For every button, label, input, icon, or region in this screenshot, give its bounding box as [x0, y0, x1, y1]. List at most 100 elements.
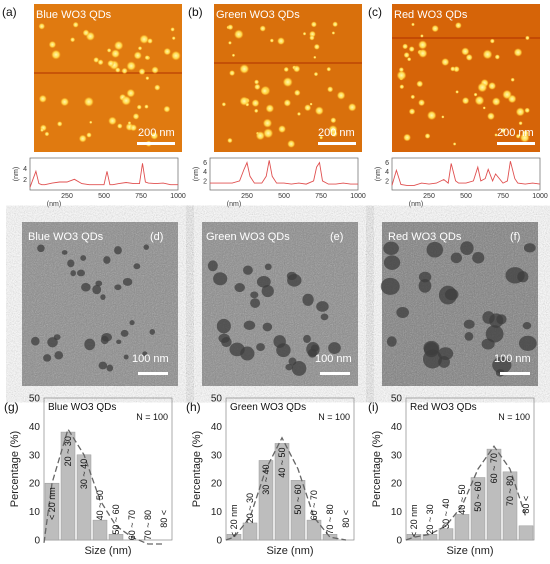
afm-particle [441, 115, 445, 119]
x-tick-label: 750 [315, 193, 327, 200]
tem-particle [31, 336, 40, 346]
afm-particle [309, 102, 313, 106]
afm-particle [411, 22, 415, 27]
afm-particle [265, 104, 275, 113]
tem-particle [261, 285, 274, 298]
afm-particle [332, 21, 338, 28]
afm-particle [309, 35, 315, 41]
tem-particle [262, 322, 273, 332]
afm-particle [221, 102, 227, 107]
afm-particle [488, 81, 497, 90]
afm-image-c [392, 4, 540, 152]
afm-particle [269, 38, 274, 43]
tem-particle [54, 351, 64, 360]
histogram-chart-i: < 20 nm 20 ~ 30 30 ~ 40 40 ~ 50 50 ~ 60 60 ~ … [371, 394, 535, 557]
afm-particle [519, 132, 530, 143]
fit-curve [225, 436, 347, 541]
histogram-bar [454, 514, 470, 541]
tem-particle [229, 342, 245, 357]
afm-particle [494, 54, 500, 60]
afm-particle [151, 66, 159, 74]
afm-particle [163, 105, 171, 113]
afm-particle [145, 76, 150, 81]
tem-particle [380, 277, 400, 295]
scale-bar-c [497, 142, 535, 145]
afm-particle [121, 67, 128, 74]
category-label: 50 ~ 60 [473, 482, 483, 512]
afm-particle [255, 131, 265, 141]
afm-particle [126, 61, 136, 71]
afm-particle [260, 86, 269, 95]
afm-particle [111, 49, 120, 59]
x-axis-label: Size (nm) [266, 545, 313, 557]
afm-particle [518, 121, 523, 126]
y-tick-label: 30 [211, 450, 223, 461]
tem-title-e: Green WO3 QDs [206, 231, 290, 243]
tem-particle [424, 342, 439, 358]
category-label: 30 ~ 40 [261, 464, 271, 494]
x-tick-label: 500 [98, 193, 110, 200]
histogram-bar [486, 448, 502, 541]
histogram-bar [518, 525, 534, 541]
scale-bar-a [137, 142, 175, 145]
afm-particle [38, 94, 47, 103]
tem-particle [142, 351, 148, 357]
afm-particle [331, 31, 336, 35]
afm-particle [418, 99, 426, 107]
tem-particle [383, 255, 401, 270]
afm-particle [513, 48, 523, 57]
tem-particle [81, 282, 91, 292]
profile-series-line [391, 161, 541, 186]
tem-scale-label-e: 100 nm [315, 353, 352, 365]
profile-frame [209, 157, 359, 191]
histogram-chart-g: < 20 nm 20 ~ 30 30 ~ 40 40 ~ 50 50 ~ 60 60 ~ … [9, 394, 173, 557]
afm-particle [93, 57, 100, 63]
afm-image-a [34, 4, 182, 152]
afm-particle [259, 25, 266, 32]
tem-particle [505, 267, 525, 284]
tem-particle [61, 250, 68, 255]
afm-particle [239, 64, 250, 74]
y-axis-label: Percentage (%) [371, 431, 383, 507]
afm-particle [154, 84, 161, 91]
afm-particle [420, 34, 424, 38]
afm-particle [51, 49, 61, 60]
panel-letter-a: (a) [2, 5, 17, 19]
afm-particle [418, 40, 428, 50]
tem-particle [67, 259, 75, 268]
afm-particle [487, 112, 495, 121]
afm-row: (a) Blue WO3 QDs 200 nm (b) Green WO3 QD… [2, 4, 540, 152]
afm-particle [78, 134, 87, 143]
y-tick-label: 50 [211, 394, 223, 405]
afm-particle [418, 48, 428, 58]
panel-letter-d: (d) [150, 231, 163, 243]
afm-particle [233, 29, 244, 40]
afm-particle [229, 70, 236, 77]
category-label: 40 ~ 50 [95, 490, 105, 520]
histogram-bar [502, 471, 518, 541]
tem-particle [133, 263, 141, 270]
histogram-bar [60, 431, 76, 541]
histogram-title: Green WO3 QDs [230, 402, 306, 413]
afm-particle [171, 36, 176, 41]
x-tick-label: 500 [460, 193, 472, 200]
afm-particle [502, 89, 512, 100]
tem-particle [143, 244, 150, 250]
x-axis-label: Size (nm) [446, 545, 493, 557]
afm-particle [228, 40, 232, 45]
afm-particle [231, 53, 236, 57]
category-label: 60 ~ 70 [127, 510, 137, 540]
tem-particle [307, 348, 317, 358]
tem-particle [129, 320, 135, 326]
afm-particle [314, 106, 324, 116]
tem-particle [103, 256, 111, 264]
afm-particle [336, 91, 346, 100]
x-axis-label: Size (nm) [84, 545, 131, 557]
afm-particle [450, 66, 456, 72]
category-label: 70 ~ 80 [505, 476, 515, 506]
afm-particle [510, 77, 515, 82]
histogram-bar [422, 534, 438, 541]
afm-particle [283, 99, 292, 107]
histogram-title: Blue WO3 QDs [48, 402, 116, 413]
